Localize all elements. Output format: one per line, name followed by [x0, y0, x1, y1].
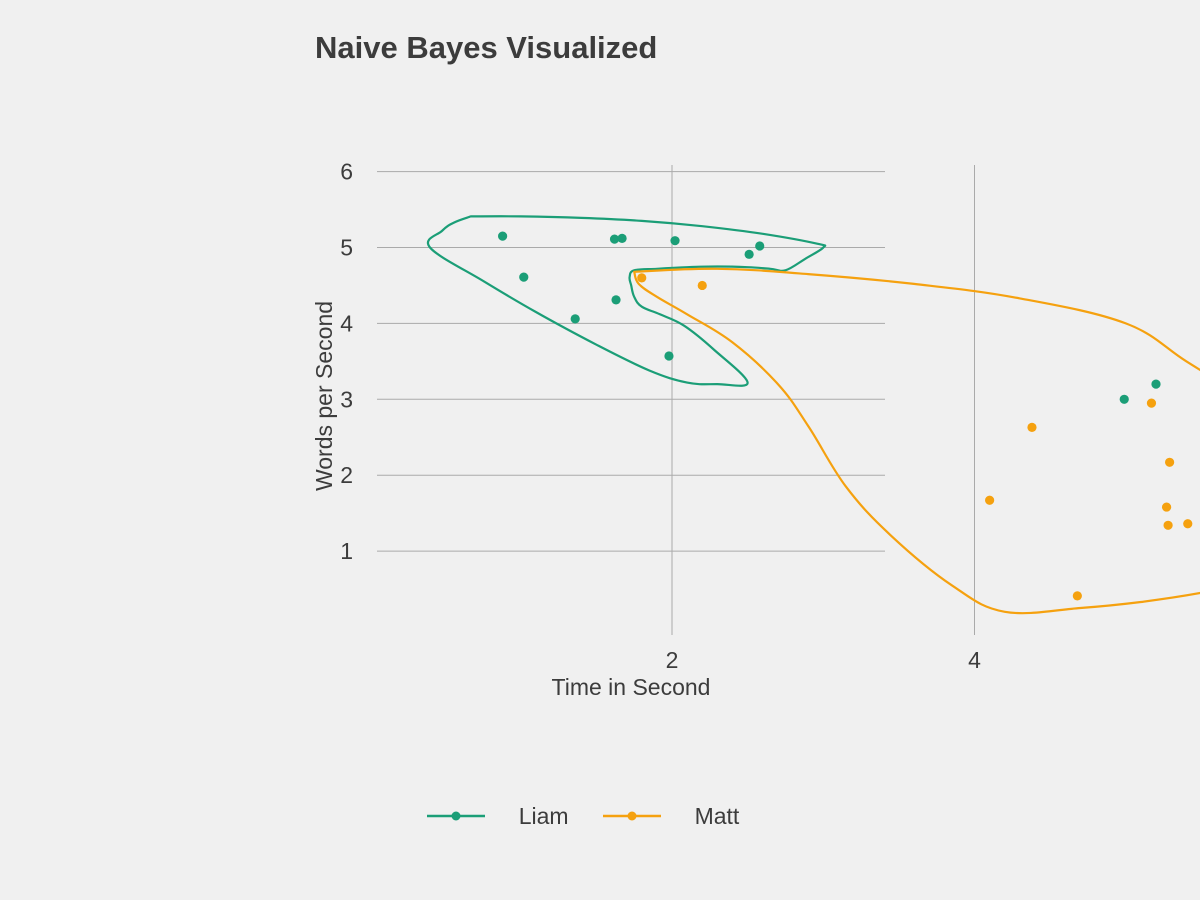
- y-tick-label: 1: [340, 538, 353, 564]
- data-point-liam[interactable]: [664, 351, 674, 361]
- grid: [377, 165, 975, 635]
- x-axis-label: Time in Second: [552, 674, 711, 700]
- decision-boundary-liam: [426, 215, 827, 387]
- x-tick-label: 2: [666, 647, 679, 673]
- legend-item-matt[interactable]: Matt: [602, 796, 774, 836]
- y-axis-label: Words per Second: [311, 301, 337, 491]
- data-point-matt[interactable]: [1072, 591, 1082, 601]
- data-point-liam[interactable]: [617, 233, 627, 243]
- data-point-matt[interactable]: [1183, 519, 1193, 529]
- x-tick-label: 4: [968, 647, 981, 673]
- y-tick-label: 4: [340, 310, 353, 336]
- data-point-liam[interactable]: [519, 272, 529, 282]
- x-axis-ticks: 246: [666, 647, 982, 673]
- data-point-matt[interactable]: [1165, 457, 1175, 467]
- legend-item-liam[interactable]: Liam: [426, 796, 603, 836]
- decision-boundary-matt: [633, 267, 1200, 615]
- legend: Liam Matt: [0, 796, 1200, 836]
- data-point-matt[interactable]: [1161, 502, 1172, 512]
- data-point-matt[interactable]: [637, 273, 647, 283]
- data-point-liam[interactable]: [755, 241, 765, 251]
- data-point-liam[interactable]: [611, 295, 621, 305]
- data-point-liam[interactable]: [1119, 394, 1129, 404]
- y-tick-label: 5: [340, 235, 353, 261]
- data-point-liam[interactable]: [570, 314, 580, 324]
- legend-key-liam: [426, 811, 485, 821]
- data-point-matt[interactable]: [697, 280, 707, 291]
- decision-boundaries: [426, 215, 1200, 615]
- data-point-matt[interactable]: [1163, 520, 1173, 530]
- y-axis-ticks: 1 2 3 4 5 6: [340, 159, 353, 564]
- legend-key-matt: [602, 811, 661, 821]
- legend-label-matt: Matt: [694, 802, 740, 829]
- chart-title: Naive Bayes Visualized: [315, 30, 658, 65]
- data-point-liam[interactable]: [609, 234, 620, 244]
- data-point-liam[interactable]: [744, 249, 754, 259]
- y-tick-label: 6: [340, 159, 353, 185]
- data-point-matt[interactable]: [1146, 398, 1157, 408]
- data-point-liam[interactable]: [670, 236, 680, 246]
- legend-label-liam: Liam: [518, 802, 569, 829]
- data-point-liam[interactable]: [498, 231, 508, 241]
- y-tick-label: 3: [340, 386, 353, 412]
- data-point-matt[interactable]: [1027, 422, 1037, 432]
- data-point-liam[interactable]: [1151, 379, 1161, 389]
- y-tick-label: 2: [340, 462, 353, 488]
- data-point-matt[interactable]: [985, 495, 995, 505]
- data-points: [498, 231, 1193, 601]
